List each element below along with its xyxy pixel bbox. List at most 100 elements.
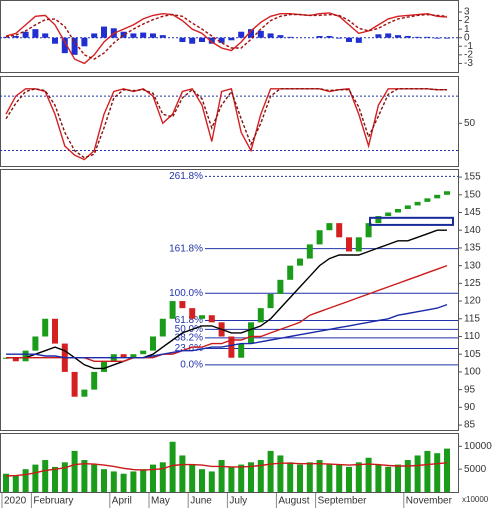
macd-panel xyxy=(0,0,459,73)
candle xyxy=(267,293,274,309)
histogram-bar xyxy=(52,37,58,44)
histogram-bar xyxy=(346,37,352,42)
x-tick-label: February xyxy=(33,496,73,507)
candle xyxy=(199,315,205,319)
volume-bar xyxy=(395,464,401,492)
volume-bar xyxy=(297,464,303,492)
x-tick-label: May xyxy=(151,496,170,507)
candle xyxy=(346,237,352,252)
volume-bar xyxy=(238,464,245,492)
histogram-bar xyxy=(424,36,431,38)
fib-label: 161.8% xyxy=(169,243,203,254)
histogram-bar xyxy=(257,30,264,38)
x-tick-label: June xyxy=(190,496,212,507)
y-tick-label: 105 xyxy=(464,349,481,360)
x-tick-label: April xyxy=(112,496,132,507)
candle xyxy=(277,279,284,294)
candle xyxy=(306,244,313,259)
volume-bar xyxy=(434,453,441,492)
volume-bar xyxy=(91,464,98,492)
histogram-bar xyxy=(238,31,245,38)
series-line xyxy=(5,13,448,60)
y-tick-label: 110 xyxy=(464,331,480,342)
histogram-bar xyxy=(3,36,9,38)
volume-bar xyxy=(228,466,235,492)
volume-bar xyxy=(150,464,156,492)
histogram-bar xyxy=(434,37,441,39)
candle xyxy=(336,223,343,238)
volume-bar xyxy=(140,469,147,492)
histogram-bar xyxy=(385,33,392,38)
stochastic-panel xyxy=(0,76,459,167)
volume-bar xyxy=(404,460,411,492)
candle xyxy=(365,223,372,238)
series-line xyxy=(5,88,447,159)
candle xyxy=(316,230,323,245)
histogram-bar xyxy=(120,31,127,38)
candle xyxy=(355,237,362,252)
candle xyxy=(395,208,401,213)
x-tick-label: August xyxy=(278,496,309,507)
y-tick-label: 120 xyxy=(464,296,481,307)
volume-bar xyxy=(120,473,127,492)
x-tick-label: September xyxy=(318,496,368,507)
volume-bar xyxy=(355,462,362,492)
histogram-bar xyxy=(248,29,254,38)
candle xyxy=(120,354,127,358)
histogram-bar xyxy=(267,33,274,38)
series-line xyxy=(5,12,448,65)
volume-bar xyxy=(101,469,107,492)
y-tick-label: 10000 xyxy=(464,441,492,452)
candle xyxy=(404,205,411,209)
y-tick-label: 155 xyxy=(464,172,481,183)
volume-bar xyxy=(257,460,264,492)
y-tick-label: 0 xyxy=(464,32,470,43)
candle xyxy=(424,198,431,202)
volume-bar xyxy=(326,464,333,492)
volume-bar xyxy=(169,441,176,492)
candle xyxy=(12,357,19,362)
volume-bar xyxy=(22,469,29,492)
histogram-bar xyxy=(218,37,225,43)
candle xyxy=(169,301,176,319)
volume-bar xyxy=(287,462,294,492)
volume-bar xyxy=(208,471,215,492)
fib-label: 50.0% xyxy=(175,324,203,335)
histogram-bar xyxy=(395,35,401,38)
histogram-bar xyxy=(355,37,362,43)
histogram-bar xyxy=(179,37,186,42)
volume-bar xyxy=(248,462,254,492)
candle xyxy=(179,301,186,309)
candle xyxy=(287,265,294,280)
candle xyxy=(81,389,88,397)
candle xyxy=(71,371,78,397)
fib-label: 100.0% xyxy=(169,288,203,299)
volume-bar xyxy=(365,457,372,492)
candle xyxy=(238,343,245,358)
candle xyxy=(101,361,107,372)
volume-bar xyxy=(159,462,166,492)
unit-label: x10000 xyxy=(462,495,489,504)
y-tick-label: 125 xyxy=(464,278,481,289)
histogram-bar xyxy=(287,36,294,38)
x-tick-label: July xyxy=(229,496,247,507)
volume-bar xyxy=(189,464,196,492)
histogram-bar xyxy=(336,37,343,39)
histogram-bar xyxy=(316,36,323,38)
fib-label: 261.8% xyxy=(169,171,203,182)
volume-bar xyxy=(42,460,49,492)
histogram-bar xyxy=(159,35,166,38)
volume-bar xyxy=(267,450,274,492)
histogram-bar xyxy=(375,34,382,38)
highlight-box xyxy=(369,216,454,226)
histogram-bar xyxy=(101,26,107,38)
histogram-bar xyxy=(130,33,137,38)
volume-bar xyxy=(61,462,68,492)
y-tick-label: 90 xyxy=(464,402,476,413)
volume-bar xyxy=(424,450,431,492)
y-tick-label: 130 xyxy=(464,260,481,271)
volume-bar xyxy=(52,466,58,492)
histogram-bar xyxy=(81,37,88,47)
y-tick-label: 50 xyxy=(464,118,476,129)
histogram-bar xyxy=(414,36,421,38)
